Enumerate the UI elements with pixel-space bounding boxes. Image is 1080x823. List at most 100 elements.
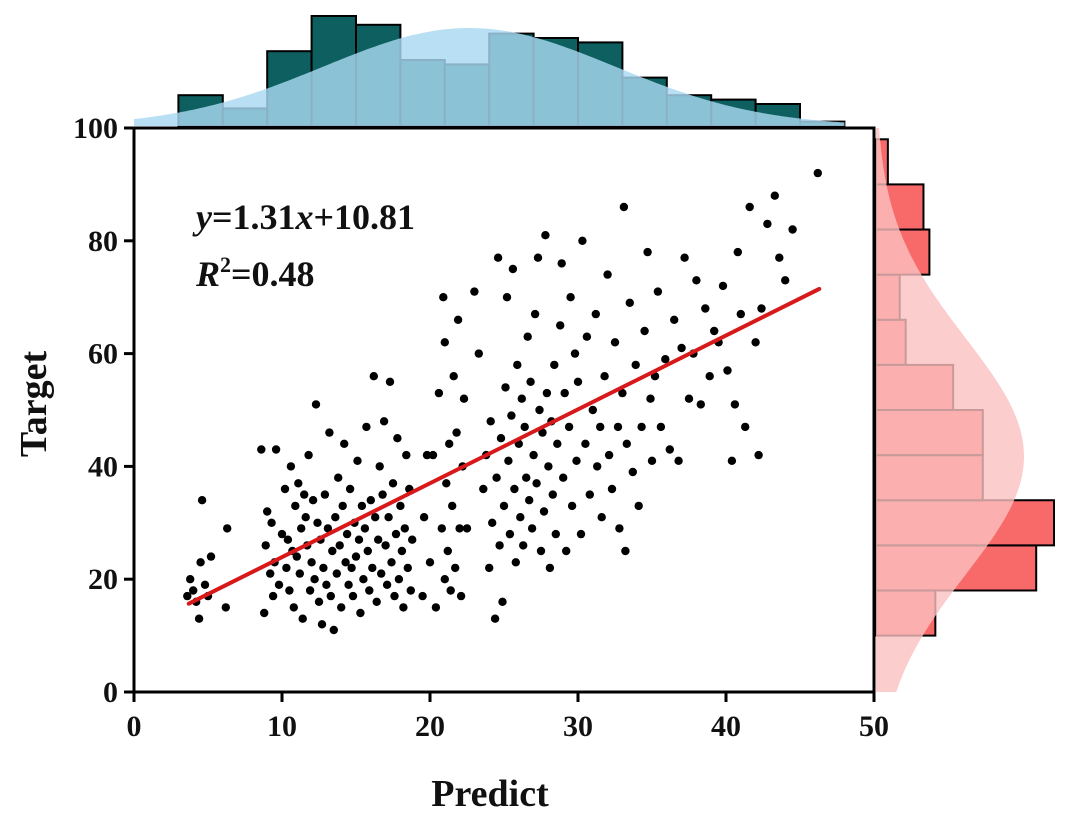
scatter-point	[353, 456, 362, 465]
scatter-point	[295, 569, 304, 578]
equation-annotation: y=1.31x+10.81	[192, 197, 415, 237]
scatter-point	[335, 541, 344, 550]
scatter-point	[393, 434, 402, 443]
scatter-point	[385, 377, 395, 386]
scatter-point	[311, 400, 321, 409]
scatter-point	[813, 168, 822, 178]
scatter-point	[206, 552, 216, 561]
scatter-point	[359, 575, 368, 584]
scatter-point	[396, 501, 405, 511]
scatter-point	[470, 287, 479, 296]
scatter-point	[582, 332, 592, 341]
scatter-point	[323, 524, 333, 533]
scatter-point	[479, 484, 488, 494]
scatter-point	[550, 360, 559, 370]
scatter-point	[274, 580, 284, 589]
scatter-point	[341, 558, 350, 567]
scatter-point	[332, 569, 341, 578]
scatter-point	[775, 253, 784, 262]
scatter-point	[340, 439, 349, 448]
scatter-point	[597, 513, 606, 522]
scatter-point	[354, 535, 364, 544]
scatter-point	[196, 558, 205, 567]
axes: 0 10 20 30 40 50 0 20 40 60 80 100	[73, 112, 889, 743]
scatter-point	[596, 422, 605, 432]
scatter-point	[640, 326, 649, 336]
scatter-point	[372, 597, 381, 606]
scatter-point	[403, 563, 412, 573]
scatter-point	[507, 411, 516, 420]
equation-slope: =1.31	[212, 197, 296, 237]
scatter-point	[408, 535, 417, 544]
x-axis-title: Predict	[431, 773, 549, 815]
scatter-point	[631, 360, 640, 370]
y-tick-label: 40	[88, 450, 118, 483]
scatter-point	[292, 552, 301, 561]
scatter-point	[337, 603, 346, 612]
scatter-point	[492, 473, 501, 482]
y-tick-label: 0	[103, 676, 118, 709]
scatter-point	[553, 439, 562, 448]
scatter-point	[445, 439, 454, 448]
scatter-point	[499, 501, 509, 511]
scatter-point	[197, 496, 207, 505]
scatter-point	[730, 400, 740, 409]
scatter-point	[680, 253, 689, 262]
scatter-point	[757, 304, 766, 313]
scatter-point	[625, 298, 634, 307]
scatter-point	[440, 338, 449, 347]
scatter-point	[356, 608, 365, 618]
scatter-point	[684, 394, 694, 403]
scatter-point	[572, 456, 581, 465]
scatter-point	[363, 546, 372, 556]
scatter-point	[621, 546, 630, 556]
scatter-point	[588, 405, 597, 415]
scatter-point	[637, 422, 646, 432]
scatter-point	[536, 546, 546, 556]
r-squared-value: =0.48	[231, 254, 315, 294]
scatter-point	[474, 349, 483, 358]
scatter-point	[701, 304, 710, 313]
scatter-point	[745, 202, 754, 212]
scatter-point	[329, 625, 338, 635]
scatter-point	[643, 247, 652, 257]
scatter-point	[266, 569, 275, 578]
scatter-point	[508, 264, 518, 274]
scatter-point	[647, 456, 657, 465]
scatter-point	[320, 490, 330, 499]
scatter-point	[189, 586, 198, 595]
scatter-point	[310, 575, 319, 584]
scatter-point	[434, 388, 444, 398]
scatter-point	[300, 490, 309, 499]
scatter-point	[604, 450, 614, 460]
scatter-point	[578, 236, 587, 245]
scatter-point	[368, 563, 377, 573]
scatter-point	[788, 225, 797, 234]
scatter-point	[723, 366, 732, 375]
scatter-point	[705, 372, 714, 381]
scatter-point	[257, 445, 266, 454]
scatter-point	[425, 558, 435, 567]
scatter-point	[560, 388, 569, 398]
scatter-point	[548, 490, 557, 499]
scatter-point	[440, 575, 449, 584]
scatter-point	[634, 501, 643, 511]
scatter-point	[718, 281, 728, 291]
scatter-point	[628, 467, 637, 477]
scatter-point	[378, 490, 387, 499]
scatter-point	[462, 524, 472, 533]
scatter-point	[360, 524, 370, 533]
scatter-point	[280, 484, 290, 494]
scatter-point	[501, 383, 510, 392]
scatter-point	[653, 287, 663, 296]
scatter-point	[727, 456, 737, 465]
r-squared-annotation: R2=0.48	[195, 252, 315, 294]
scatter-point	[400, 524, 409, 533]
scatter-point	[344, 580, 353, 589]
scatter-point	[486, 417, 495, 426]
scatter-point	[661, 355, 670, 364]
scatter-point	[347, 563, 356, 573]
scatter-point	[510, 484, 519, 494]
scatter-point	[366, 496, 375, 505]
scatter-point	[338, 501, 347, 511]
